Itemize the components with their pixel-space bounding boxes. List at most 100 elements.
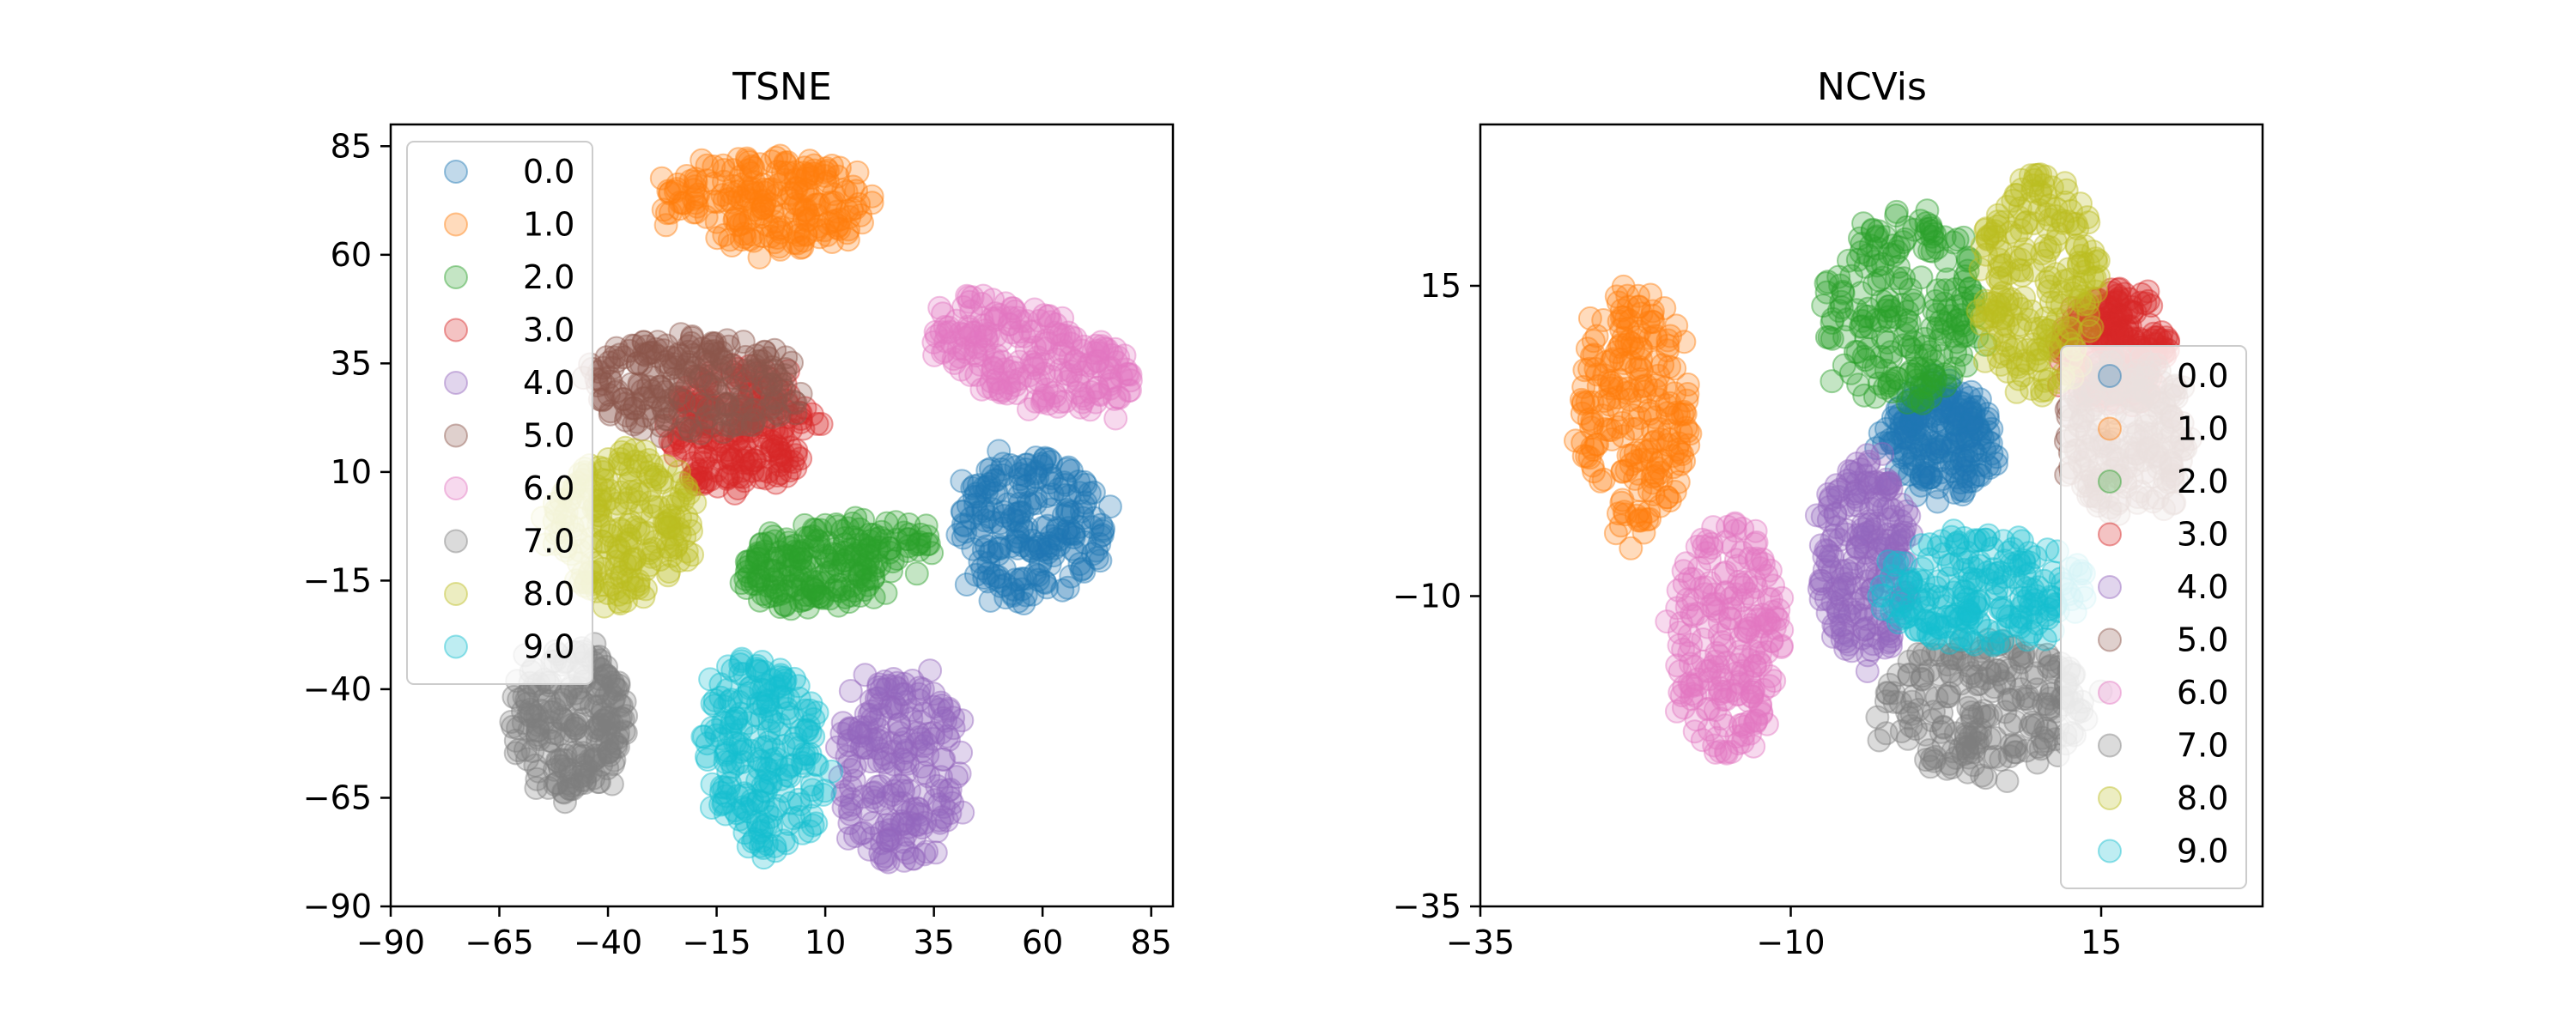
scatter-point (2004, 223, 2029, 248)
scatter-point (1030, 451, 1054, 476)
scatter-point (1006, 483, 1031, 508)
scatter-point (1941, 580, 1966, 605)
scatter-point (793, 197, 818, 221)
scatter-point (1036, 513, 1060, 538)
scatter-point (1959, 407, 1984, 432)
scatter-point (1072, 470, 1097, 494)
scatter-point (977, 471, 1001, 496)
scatter-point (1003, 567, 1028, 592)
scatter-point (988, 573, 1013, 598)
scatter-point (738, 227, 762, 251)
scatter-point (1059, 324, 1084, 349)
scatter-point (700, 716, 725, 741)
scatter-point (1860, 218, 1885, 243)
legend-marker (444, 265, 468, 289)
scatter-point (776, 812, 801, 836)
legend-marker (444, 423, 468, 448)
scatter-point (975, 458, 1000, 482)
scatter-point (765, 579, 790, 603)
scatter-point (891, 837, 915, 862)
scatter-point (1911, 463, 1936, 488)
scatter-point (1059, 458, 1084, 483)
scatter-point (1571, 444, 1596, 469)
scatter-point (1097, 376, 1122, 401)
scatter-point (1625, 448, 1649, 473)
scatter-point (665, 533, 689, 558)
scatter-point (1657, 354, 1682, 379)
scatter-point (767, 173, 791, 197)
scatter-point (709, 774, 734, 799)
scatter-point (1059, 564, 1084, 589)
scatter-point (719, 180, 744, 205)
scatter-point (932, 747, 957, 772)
scatter-point (2030, 379, 2054, 403)
legend-label: 1.0 (2177, 410, 2228, 448)
scatter-point (986, 542, 1011, 566)
scatter-point (2065, 216, 2090, 241)
scatter-point (987, 302, 1012, 327)
scatter-point (712, 222, 737, 247)
ncvis-legend: 0.0 1.0 2.0 3.0 4.0 5.0 6.0 7.0 8.0 9.0 (2060, 345, 2247, 889)
scatter-point (1034, 484, 1059, 509)
scatter-point (737, 149, 762, 174)
x-tick-label: −90 (356, 924, 425, 961)
scatter-point (963, 492, 988, 517)
scatter-point (781, 389, 806, 414)
scatter-point (1709, 679, 1734, 704)
scatter-point (1090, 523, 1115, 548)
scatter-point (1024, 461, 1048, 486)
scatter-point (975, 534, 999, 559)
scatter-point (733, 783, 758, 808)
scatter-point (1850, 314, 1874, 339)
legend-label: 8.0 (523, 575, 574, 613)
scatter-point (1073, 472, 1098, 497)
scatter-point (602, 685, 627, 710)
scatter-point (2038, 235, 2063, 260)
scatter-point (780, 182, 805, 207)
scatter-point (678, 168, 703, 193)
scatter-point (762, 230, 787, 255)
scatter-point (750, 172, 775, 197)
scatter-point (816, 169, 840, 194)
y-tick-label: −35 (1393, 888, 1461, 925)
legend-marker (2098, 681, 2122, 705)
scatter-point (866, 535, 891, 560)
scatter-point (717, 227, 742, 252)
x-tick-label: −40 (574, 924, 642, 961)
scatter-point (2052, 269, 2077, 294)
scatter-point (1036, 530, 1060, 555)
scatter-point (999, 534, 1024, 559)
scatter-point (1897, 361, 1922, 386)
scatter-point (863, 789, 887, 814)
scatter-point (1054, 519, 1078, 544)
scatter-point (770, 160, 795, 185)
scatter-point (803, 518, 828, 542)
scatter-point (1054, 472, 1078, 497)
x-tick-label: 85 (1131, 924, 1172, 961)
legend-marker (2098, 839, 2122, 863)
scatter-point (1967, 701, 1992, 725)
scatter-point (1070, 390, 1095, 415)
scatter-point (841, 174, 866, 199)
scatter-point (976, 560, 1001, 585)
scatter-point (1743, 518, 1768, 543)
scatter-point (913, 810, 937, 835)
scatter-point (622, 396, 647, 421)
scatter-point (768, 143, 793, 168)
scatter-point (640, 453, 665, 478)
scatter-point (826, 593, 851, 618)
scatter-point (1850, 517, 1875, 542)
scatter-point (982, 468, 1007, 493)
scatter-point (787, 192, 811, 217)
scatter-point (795, 163, 820, 188)
scatter-point (712, 169, 736, 194)
scatter-point (694, 445, 719, 470)
scatter-point (1874, 721, 1899, 746)
scatter-point (951, 512, 975, 536)
scatter-point (821, 182, 846, 207)
scatter-point (954, 573, 979, 597)
scatter-point (812, 218, 837, 243)
scatter-point (801, 161, 826, 186)
ncvis-title: NCVis (1817, 65, 1927, 109)
